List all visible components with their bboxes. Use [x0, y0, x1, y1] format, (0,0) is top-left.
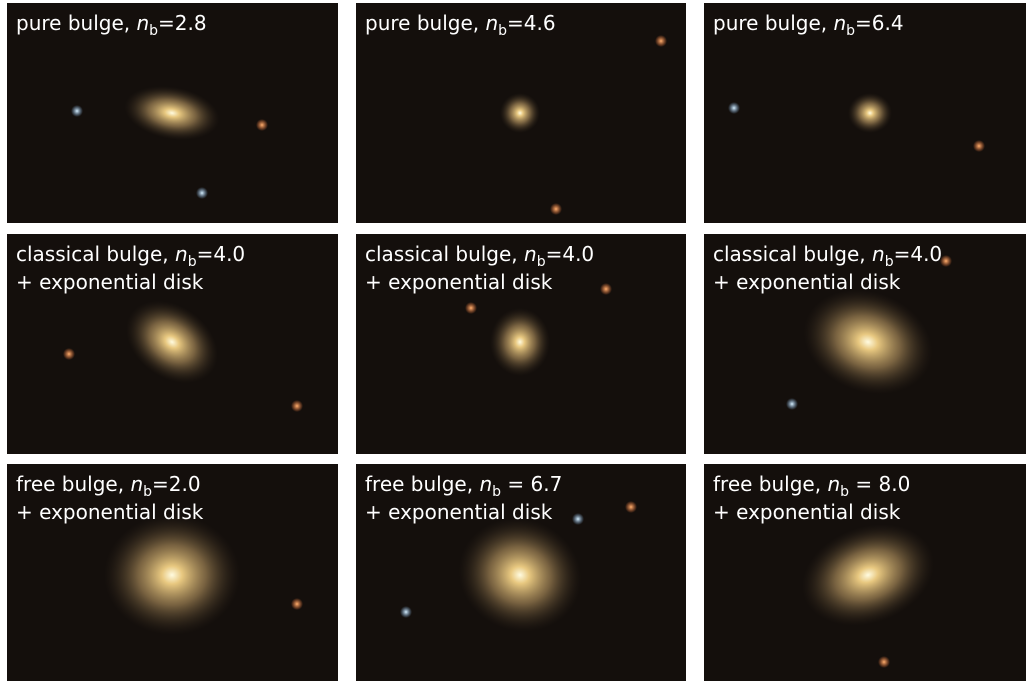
label-symbol: n: [872, 242, 885, 266]
label-prefix: classical bulge,: [365, 242, 524, 266]
label-symbol: n: [833, 11, 846, 35]
star: [973, 140, 985, 152]
panel-label-line2: + exponential disk: [365, 270, 553, 294]
label-value: =6.4: [855, 11, 904, 35]
star: [196, 187, 208, 199]
label-value: =4.0: [546, 242, 595, 266]
panel-label: free bulge, nb=2.0: [16, 472, 201, 500]
star: [625, 501, 637, 513]
star: [550, 203, 562, 215]
star: [600, 283, 612, 295]
label-value: =4.0: [894, 242, 943, 266]
label-subscript: b: [537, 254, 546, 270]
image-panel: free bulge, nb=2.0+ exponential disk: [7, 464, 338, 681]
panel-label: pure bulge, nb=6.4: [713, 11, 904, 39]
label-prefix: free bulge,: [713, 472, 827, 496]
star: [878, 656, 890, 668]
star: [291, 400, 303, 412]
label-prefix: pure bulge,: [713, 11, 833, 35]
panel-label-line2: + exponential disk: [713, 270, 901, 294]
label-prefix: pure bulge,: [16, 11, 136, 35]
label-symbol: n: [524, 242, 537, 266]
galaxy: [500, 93, 540, 133]
star: [256, 119, 268, 131]
star: [63, 348, 75, 360]
image-panel: pure bulge, nb=4.6: [356, 3, 686, 223]
panel-label: classical bulge, nb=4.0: [713, 242, 942, 270]
panel-label-line2: + exponential disk: [16, 270, 204, 294]
panel-label: classical bulge, nb=4.0: [365, 242, 594, 270]
galaxy: [490, 308, 550, 376]
panel-label-line2: + exponential disk: [16, 500, 204, 524]
image-panel: classical bulge, nb=4.0+ exponential dis…: [704, 234, 1026, 454]
panel-label-line2: + exponential disk: [365, 500, 553, 524]
label-symbol: n: [175, 242, 188, 266]
image-panel: pure bulge, nb=6.4: [704, 3, 1026, 223]
label-value: =2.0: [152, 472, 201, 496]
label-subscript: b: [885, 254, 894, 270]
panel-label: free bulge, nb = 6.7: [365, 472, 562, 500]
label-symbol: n: [136, 11, 149, 35]
star: [655, 35, 667, 47]
label-prefix: classical bulge,: [16, 242, 175, 266]
label-symbol: n: [485, 11, 498, 35]
star: [400, 606, 412, 618]
label-symbol: n: [130, 472, 143, 496]
image-panel: classical bulge, nb=4.0+ exponential dis…: [7, 234, 338, 454]
panel-label: classical bulge, nb=4.0: [16, 242, 245, 270]
label-value: = 6.7: [501, 472, 562, 496]
label-value: =4.6: [507, 11, 556, 35]
label-subscript: b: [840, 484, 849, 500]
label-subscript: b: [188, 254, 197, 270]
panel-label: pure bulge, nb=4.6: [365, 11, 556, 39]
galaxy: [802, 524, 934, 626]
panel-label-line2: + exponential disk: [713, 500, 901, 524]
galaxy: [124, 86, 220, 140]
galaxy: [104, 515, 240, 635]
star: [71, 105, 83, 117]
image-panel: free bulge, nb = 6.7+ exponential disk: [356, 464, 686, 681]
galaxy: [803, 289, 933, 395]
star: [940, 255, 952, 267]
image-panel: classical bulge, nb=4.0+ exponential dis…: [356, 234, 686, 454]
galaxy: [458, 518, 582, 632]
image-panel: free bulge, nb = 8.0+ exponential disk: [704, 464, 1026, 681]
label-symbol: n: [479, 472, 492, 496]
star: [786, 398, 798, 410]
image-panel: pure bulge, nb=2.8: [7, 3, 338, 223]
label-subscript: b: [492, 484, 501, 500]
star: [572, 513, 584, 525]
label-prefix: classical bulge,: [713, 242, 872, 266]
label-value: =4.0: [197, 242, 246, 266]
star: [291, 598, 303, 610]
label-subscript: b: [149, 23, 158, 39]
label-prefix: free bulge,: [365, 472, 479, 496]
label-value: =2.8: [158, 11, 207, 35]
panel-label: pure bulge, nb=2.8: [16, 11, 207, 39]
label-value: = 8.0: [849, 472, 910, 496]
star: [728, 102, 740, 114]
galaxy: [848, 93, 892, 133]
label-symbol: n: [827, 472, 840, 496]
label-prefix: free bulge,: [16, 472, 130, 496]
galaxy: [126, 300, 218, 384]
star: [465, 302, 477, 314]
label-subscript: b: [846, 23, 855, 39]
panel-label: free bulge, nb = 8.0: [713, 472, 910, 500]
label-prefix: pure bulge,: [365, 11, 485, 35]
label-subscript: b: [498, 23, 507, 39]
label-subscript: b: [143, 484, 152, 500]
